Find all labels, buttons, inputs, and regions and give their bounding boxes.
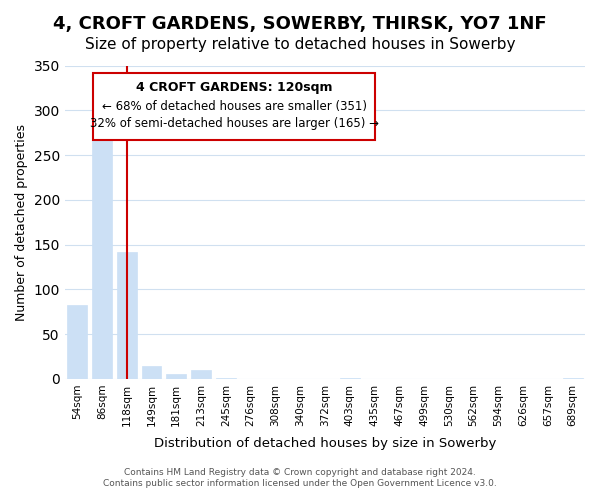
Text: 4 CROFT GARDENS: 120sqm: 4 CROFT GARDENS: 120sqm <box>136 82 332 94</box>
Bar <box>216 378 236 379</box>
Text: 4, CROFT GARDENS, SOWERBY, THIRSK, YO7 1NF: 4, CROFT GARDENS, SOWERBY, THIRSK, YO7 1… <box>53 15 547 33</box>
Bar <box>142 366 161 379</box>
Bar <box>67 306 87 379</box>
Text: Contains HM Land Registry data © Crown copyright and database right 2024.
Contai: Contains HM Land Registry data © Crown c… <box>103 468 497 487</box>
Bar <box>340 378 359 379</box>
Bar <box>92 140 112 379</box>
Text: Size of property relative to detached houses in Sowerby: Size of property relative to detached ho… <box>85 38 515 52</box>
X-axis label: Distribution of detached houses by size in Sowerby: Distribution of detached houses by size … <box>154 437 496 450</box>
Bar <box>117 252 137 379</box>
Text: 32% of semi-detached houses are larger (165) →: 32% of semi-detached houses are larger (… <box>89 116 379 130</box>
Bar <box>191 370 211 379</box>
Text: ← 68% of detached houses are smaller (351): ← 68% of detached houses are smaller (35… <box>101 100 367 113</box>
Y-axis label: Number of detached properties: Number of detached properties <box>15 124 28 320</box>
Bar <box>563 378 583 379</box>
Bar <box>166 374 186 379</box>
